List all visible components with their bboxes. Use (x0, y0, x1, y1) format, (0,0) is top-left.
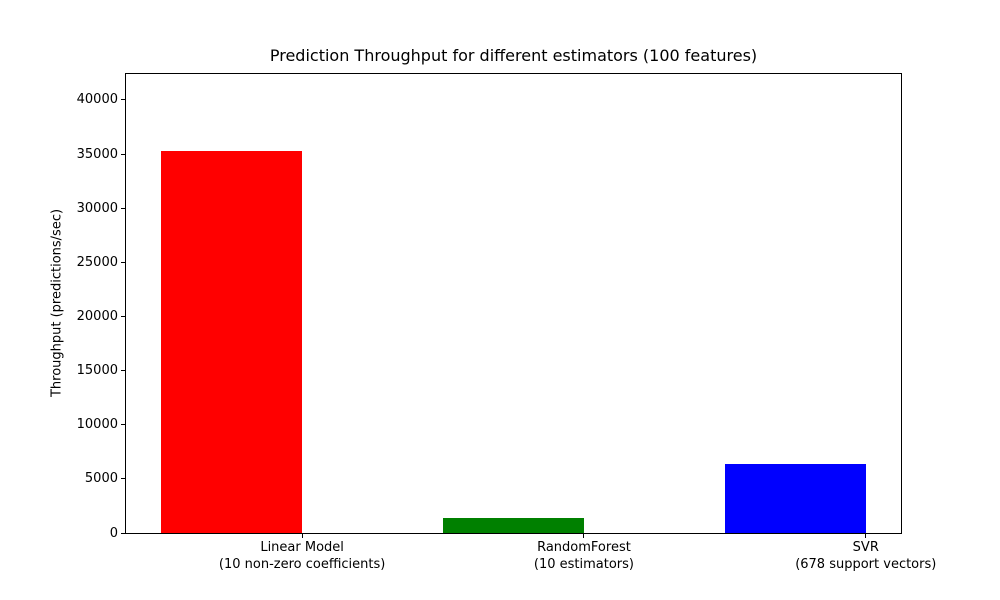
y-tick-mark (121, 532, 125, 534)
bar-svr (724, 463, 866, 533)
y-tick-mark (121, 424, 125, 426)
y-tick-label: 30000 (76, 200, 118, 216)
x-tick-label-line: (10 estimators) (533, 557, 634, 572)
x-tick-mark (865, 534, 867, 538)
x-tick-label: SVR (678 support vectors) (736, 539, 996, 573)
y-tick-label: 15000 (76, 363, 118, 379)
x-tick-label-line: SVR (852, 540, 879, 555)
y-tick-label: 40000 (76, 92, 118, 108)
bar-randomforest (443, 517, 584, 533)
x-tick-label: RandomForest (10 estimators) (454, 539, 714, 573)
x-tick-label-line: (678 support vectors) (795, 557, 937, 572)
x-tick-label-line: RandomForest (537, 540, 631, 555)
x-tick-label: Linear Model (10 non-zero coefficients) (172, 539, 432, 573)
y-tick-mark (121, 370, 125, 372)
bar-linear-model (161, 150, 303, 533)
y-tick-mark (121, 207, 125, 209)
y-tick-label: 0 (109, 525, 118, 541)
y-tick-label: 10000 (76, 417, 118, 433)
y-tick-mark (121, 153, 125, 155)
x-tick-label-line: Linear Model (260, 540, 344, 555)
y-tick-label: 5000 (84, 471, 118, 487)
chart-title: Prediction Throughput for different esti… (269, 46, 758, 65)
y-tick-mark (121, 261, 125, 263)
y-axis-label: Throughput (predictions/sec) (49, 208, 65, 398)
y-tick-mark (121, 478, 125, 480)
y-tick-label: 25000 (76, 254, 118, 270)
plot-area: 0 5000 10000 15000 20000 25000 30000 35000 40000… (77, 73, 936, 572)
y-tick-label: 35000 (76, 146, 118, 162)
y-tick-mark (121, 315, 125, 317)
x-tick-mark (301, 534, 303, 538)
x-tick-label-line: (10 non-zero coefficients) (218, 557, 386, 572)
y-tick-mark (121, 99, 125, 101)
x-tick-mark (583, 534, 585, 538)
y-tick-label: 20000 (76, 308, 118, 324)
